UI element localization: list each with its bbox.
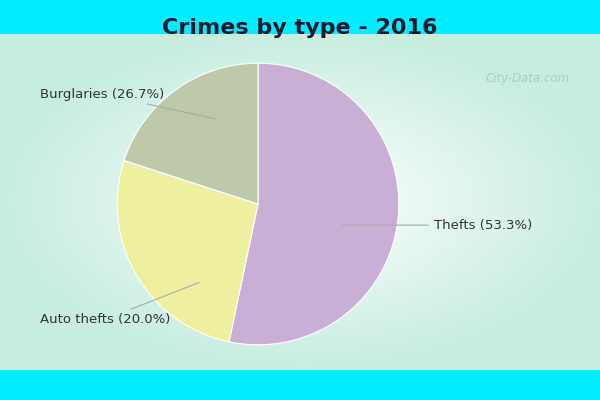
Text: City-Data.com: City-Data.com xyxy=(486,72,570,85)
Wedge shape xyxy=(117,160,258,342)
Text: Thefts (53.3%): Thefts (53.3%) xyxy=(343,219,532,232)
Text: Auto thefts (20.0%): Auto thefts (20.0%) xyxy=(40,282,199,326)
Wedge shape xyxy=(124,63,258,204)
Text: Burglaries (26.7%): Burglaries (26.7%) xyxy=(40,88,216,119)
Wedge shape xyxy=(229,63,399,345)
Text: Crimes by type - 2016: Crimes by type - 2016 xyxy=(162,18,438,38)
